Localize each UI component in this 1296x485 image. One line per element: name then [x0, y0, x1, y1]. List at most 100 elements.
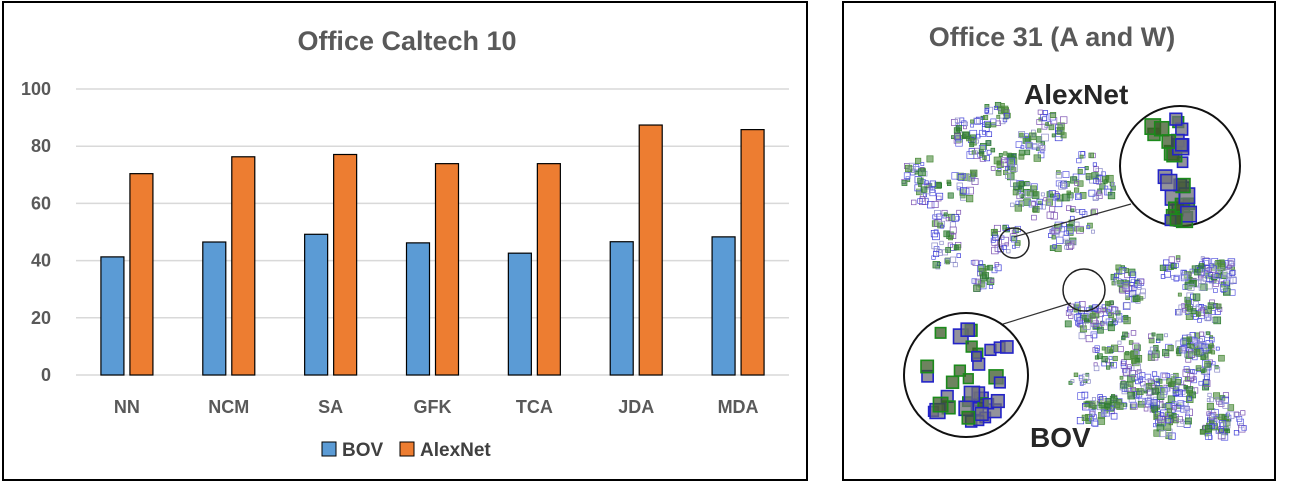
embedding-point [1014, 204, 1022, 212]
embedding-point [1020, 194, 1025, 199]
embedding-point [1137, 400, 1145, 408]
embedding-point [1078, 332, 1086, 340]
embedding-point [1079, 227, 1084, 232]
embedding-point [992, 228, 998, 234]
embedding-point [1049, 206, 1056, 213]
embedding-point [1208, 397, 1214, 403]
embedding-point [1059, 226, 1066, 233]
embedding-point [1219, 284, 1228, 292]
zoomed-sample [963, 385, 981, 403]
embedding-point [1085, 173, 1093, 180]
embedding-point [1027, 142, 1033, 148]
bars [100, 124, 765, 376]
embedding-point [1204, 314, 1211, 322]
embedding-point [1052, 244, 1057, 249]
embedding-point [932, 232, 940, 241]
embedding-point [1187, 396, 1192, 401]
embedding-point [1012, 244, 1016, 249]
embedding-point [1189, 281, 1195, 287]
embedding-point [1094, 355, 1100, 360]
embedding-point [1156, 392, 1165, 400]
embedding-point [1052, 196, 1058, 201]
embedding-point [1000, 103, 1005, 108]
embedding-point [1152, 350, 1160, 359]
embedding-point [1131, 387, 1136, 392]
embedding-point [1194, 268, 1201, 276]
embedding-point [1213, 392, 1221, 400]
embedding-point [934, 181, 942, 189]
embedding-point [1094, 348, 1100, 353]
embedding-point [975, 139, 979, 144]
embedding-point [1168, 256, 1176, 263]
embedding-point [914, 184, 922, 192]
embedding-point [1159, 429, 1167, 438]
embedding-point [1062, 171, 1070, 178]
embedding-point [1212, 280, 1219, 287]
embedding-point [1070, 208, 1075, 213]
embedding-point [1018, 153, 1025, 160]
bar-bov-nn [100, 256, 125, 376]
embedding-point [1083, 318, 1089, 324]
embedding-point [1196, 312, 1201, 317]
embedding-point [1040, 192, 1045, 197]
embedding-point [1185, 312, 1193, 320]
embedding-point [1079, 154, 1084, 159]
embedding-point [952, 262, 958, 268]
embedding-point [1185, 300, 1192, 306]
embedding-point [963, 125, 967, 130]
embedding-point [920, 162, 925, 166]
embedding-point [1108, 356, 1113, 361]
embedding-point [1004, 166, 1009, 171]
embedding-point [905, 164, 913, 173]
embedding-point [1014, 240, 1021, 246]
embedding-point [1112, 355, 1118, 362]
embedding-point [956, 253, 962, 258]
embedding-point [1128, 381, 1134, 388]
embedding-point [1127, 374, 1135, 383]
embedding-point [957, 174, 965, 181]
embedding-point [1002, 225, 1007, 230]
embedding-point [1117, 340, 1122, 345]
embedding-point [1036, 198, 1043, 206]
embedding-point [1214, 273, 1220, 278]
embedding-point [1236, 416, 1243, 422]
embedding-point [1133, 363, 1141, 371]
embedding-point [1102, 315, 1110, 323]
embedding-point [1010, 236, 1018, 243]
embedding-point [1170, 275, 1176, 280]
embedding-point [1117, 346, 1124, 353]
embedding-point [1064, 245, 1069, 250]
embedding-point [1032, 143, 1038, 149]
embedding-point [1209, 336, 1215, 343]
embedding-point [1205, 433, 1212, 440]
embedding-point [1006, 249, 1011, 254]
x-tick-label: SA [318, 397, 343, 417]
embedding-point [1191, 337, 1198, 344]
embedding-point [931, 201, 939, 209]
embedding-point [986, 131, 993, 137]
embedding-point [1174, 262, 1179, 268]
embedding-point [1088, 401, 1096, 409]
embedding-point [1051, 133, 1056, 138]
embedding-point [973, 284, 981, 292]
embedding-point [1011, 153, 1017, 159]
bar-alexnet-ncm [231, 156, 256, 376]
embedding-point [993, 105, 998, 110]
y-tick-label: 100 [21, 79, 51, 99]
embedding-point [1218, 420, 1227, 428]
embedding-point [945, 247, 951, 253]
embedding-point [1031, 214, 1037, 221]
embedding-point [1176, 258, 1181, 263]
embedding-point [1118, 267, 1126, 274]
embedding-point [1001, 245, 1007, 250]
embedding-point [1168, 381, 1175, 388]
embedding-point [1051, 235, 1056, 240]
zoom-circle-bov [903, 312, 1029, 438]
embedding-point [1075, 209, 1080, 213]
embedding-point [1078, 374, 1084, 380]
embedding-point [949, 221, 956, 228]
embedding-point [1046, 211, 1054, 219]
embedding-point [1134, 350, 1139, 355]
embedding-point [951, 135, 955, 140]
embedding-point [990, 166, 996, 171]
